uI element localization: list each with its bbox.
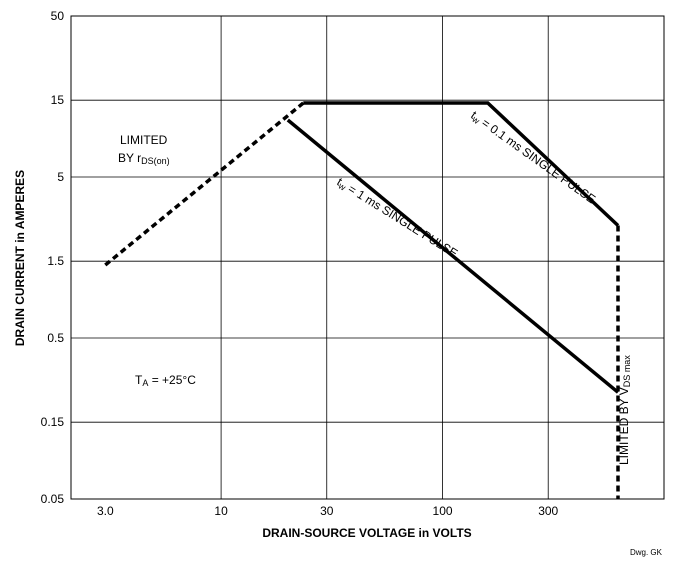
annotation-pulse-01ms: tw = 0.1 ms SINGLE PULSE (468, 108, 598, 207)
y-tick-labels: 0.05 0.15 0.5 1.5 5 15 50 (41, 9, 65, 506)
annotation-limited-rds-line2: BY rDS(on) (118, 151, 170, 166)
pulse-01-text: = 0.1 ms SINGLE PULSE (476, 114, 598, 207)
ta-prefix: T (135, 373, 143, 387)
annotation-limited-vds: LIMITED BY VDS max (617, 355, 632, 465)
ta-text: = +25°C (148, 373, 196, 387)
x-tick-label: 3.0 (97, 504, 114, 518)
vds-prefix: LIMITED BY V (617, 387, 631, 465)
vds-sub: DS max (622, 355, 632, 388)
series-line-3 (286, 118, 620, 394)
plot-frame (70, 15, 665, 500)
y-tick-label: 0.5 (47, 331, 64, 345)
y-tick-label: 0.15 (41, 415, 65, 429)
y-tick-label: 1.5 (47, 254, 64, 268)
ta-sub: A (142, 378, 148, 388)
series-lines (104, 101, 620, 499)
annotation-limited-rds-line1: LIMITED (120, 133, 168, 147)
y-axis-title: DRAIN CURRENT in AMPERES (13, 170, 27, 346)
x-axis-title: DRAIN-SOURCE VOLTAGE in VOLTS (262, 526, 471, 540)
y-tick-label: 15 (51, 93, 65, 107)
y-tick-label: 50 (51, 9, 65, 23)
x-tick-label: 300 (538, 504, 558, 518)
series-line-2 (303, 101, 620, 227)
x-tick-label: 100 (433, 504, 453, 518)
pulse-1-prefix: t (334, 175, 345, 189)
drawing-reference: Dwg. GK (630, 548, 663, 557)
series-line-1 (104, 101, 305, 267)
x-tick-labels: 3.0 10 30 100 300 (97, 504, 559, 518)
x-tick-label: 30 (320, 504, 334, 518)
annotation-pulse-1ms: tw = 1 ms SINGLE PULSE (334, 175, 460, 262)
x-tick-label: 10 (214, 504, 228, 518)
pulse-01-prefix: t (468, 108, 479, 122)
annotation-ta: TA = +25°C (135, 373, 196, 388)
y-tick-label: 5 (57, 170, 64, 184)
grid (71, 16, 664, 499)
limited-rds-sub: DS(on) (141, 156, 170, 166)
limited-rds-prefix: BY r (118, 151, 141, 165)
y-tick-label: 0.05 (41, 492, 65, 506)
